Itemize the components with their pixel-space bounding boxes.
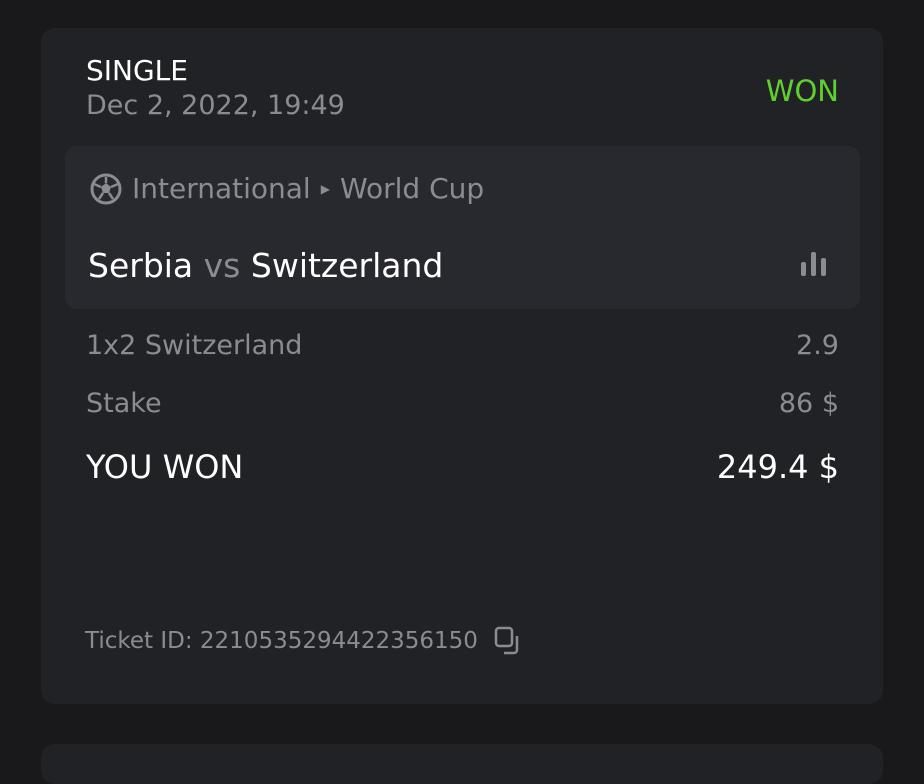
bar-chart-icon[interactable] [798,250,830,278]
stake-value: 86 $ [778,388,839,419]
home-team: Serbia [88,246,194,285]
bet-type: SINGLE [86,54,188,87]
stake-label: Stake [86,388,162,419]
payout-row: YOU WON 249.4 $ [86,448,839,486]
selection-row: 1x2 Switzerland 2.9 [86,330,839,361]
bet-date: Dec 2, 2022, 19:49 [86,90,345,121]
soccer-ball-icon [90,173,122,204]
chevron-right-icon: ▶ [320,181,330,196]
match-title: Serbia vs Switzerland [88,246,443,285]
payout-value: 249.4 $ [716,448,839,486]
copy-icon[interactable] [494,626,522,656]
category-label: International [132,172,311,205]
next-bet-card [41,744,883,784]
selection-label: 1x2 Switzerland [86,330,303,361]
payout-label: YOU WON [86,448,244,486]
breadcrumb: International ▶ World Cup [90,172,484,205]
league-label: World Cup [339,172,485,205]
away-team: Switzerland [250,246,444,285]
stake-row: Stake 86 $ [86,388,839,419]
event-panel[interactable]: International ▶ World Cup Serbia vs Swit… [65,146,860,309]
odds-value: 2.9 [796,330,839,361]
vs-label: vs [203,246,241,285]
ticket-id-label: Ticket ID: 2210535294422356150 [85,628,478,654]
status-badge: WON [765,74,839,108]
ticket-id: Ticket ID: 2210535294422356150 [85,626,522,656]
bet-card: SINGLE Dec 2, 2022, 19:49 WON Internatio… [41,28,883,704]
